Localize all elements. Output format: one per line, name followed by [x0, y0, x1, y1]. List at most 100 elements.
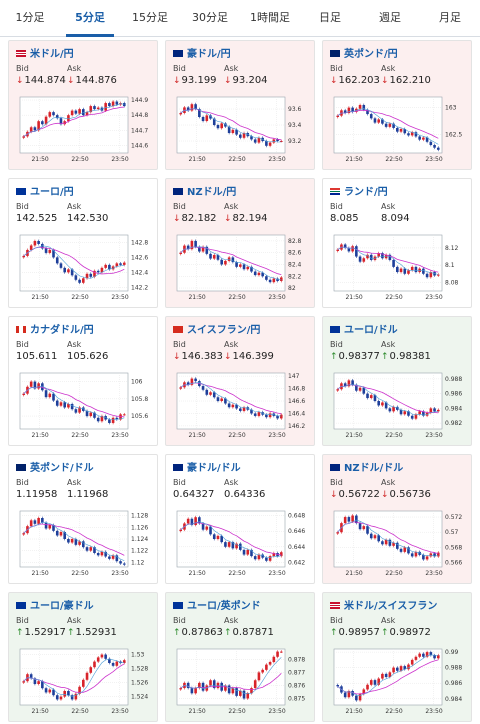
bid-price: 144.874 — [24, 75, 66, 86]
rate-card[interactable]: 豪ドル/円 Bid Ask ↓93.199 ↓93.204 93.6 93.4 93.2 21:… — [165, 40, 315, 170]
pair-title[interactable]: 英ポンド/ドル — [16, 459, 94, 474]
y-tick-label: 0.642 — [288, 559, 305, 566]
pair-title[interactable]: NZドル/円 — [173, 183, 236, 198]
price-chart[interactable]: 0.878 0.877 0.876 0.875 21:50 22:50 23:50 — [173, 646, 309, 718]
tab-monthly[interactable]: 月足 — [439, 11, 461, 24]
price-chart[interactable]: 163 162.5 21:50 22:50 23:50 — [330, 94, 466, 166]
pair-name[interactable]: スイスフラン/円 — [187, 325, 261, 336]
candle-body — [235, 129, 238, 135]
candle-body — [377, 401, 380, 406]
pair-title[interactable]: スイスフラン/円 — [173, 321, 260, 336]
price-chart[interactable]: 0.648 0.646 0.644 0.642 21:50 22:50 23:50 — [173, 508, 309, 580]
tab-daily[interactable]: 日足 — [319, 11, 341, 24]
pair-title[interactable]: 豪ドル/円 — [173, 45, 231, 60]
price-chart[interactable]: 0.99 0.988 0.986 0.984 21:50 22:50 23:50 — [330, 646, 466, 718]
pair-name[interactable]: 豪ドル/ドル — [187, 463, 241, 474]
rate-card[interactable]: 英ポンド/ドル Bid Ask 1.11958 1.11968 1.128 1.126 1.1… — [8, 454, 158, 584]
candle-body — [253, 556, 257, 560]
pair-title[interactable]: 米ドル/円 — [16, 45, 74, 60]
rate-card[interactable]: ユーロ/豪ドル Bid Ask ↑1.52917 ↑1.52931 1.53 1.528 1.… — [8, 592, 158, 722]
price-chart[interactable]: 144.9 144.8 144.7 144.6 21:50 22:50 23:50 — [16, 94, 152, 166]
candle-body — [224, 685, 227, 691]
price-chart[interactable]: 142.8 142.6 142.4 142.2 21:50 22:50 23:50 — [16, 232, 152, 304]
rate-card[interactable]: ユーロ/ドル Bid Ask ↑0.98377 ↑0.98381 0.988 0.986 0.… — [322, 316, 472, 446]
pair-name[interactable]: 米ドル/円 — [30, 49, 74, 60]
pair-title[interactable]: ユーロ/ドル — [330, 321, 398, 336]
pair-title[interactable]: ユーロ/豪ドル — [16, 597, 94, 612]
y-tick-label: 1.122 — [131, 548, 148, 555]
pair-title[interactable]: NZドル/ドル — [330, 459, 403, 474]
x-tick-label: 23:50 — [268, 708, 285, 715]
rate-card[interactable]: 英ポンド/円 Bid Ask ↓162.203 ↓162.210 163 162.5 21:5… — [322, 40, 472, 170]
y-tick-label: 0.877 — [288, 669, 305, 676]
candle-body — [433, 408, 436, 412]
bid-label: Bid — [330, 202, 343, 211]
tab-1min[interactable]: 1分足 — [15, 11, 45, 24]
pair-title[interactable]: 豪ドル/ドル — [173, 459, 241, 474]
pair-name[interactable]: NZドル/円 — [187, 187, 237, 198]
price-chart[interactable]: 1.128 1.126 1.124 1.122 1.12 21:50 22:50 23:50 — [16, 508, 152, 580]
price-chart[interactable]: 147 146.8 146.6 146.4 146.2 21:50 22:50 23:50 — [173, 370, 309, 442]
price-chart[interactable]: 106 105.8 105.6 21:50 22:50 23:50 — [16, 370, 152, 442]
tab-30min[interactable]: 30分足 — [192, 11, 228, 24]
bid-price: 82.182 — [181, 213, 217, 224]
rate-card[interactable]: 米ドル/スイスフラン Bid Ask ↑0.98957 ↑0.98972 0.99 0.98… — [322, 592, 472, 722]
pair-name[interactable]: カナダドル/円 — [30, 325, 94, 336]
candle-body — [369, 254, 373, 260]
price-chart[interactable]: 0.988 0.986 0.984 0.982 21:50 22:50 23:50 — [330, 370, 466, 442]
ask-label: Ask — [381, 202, 396, 211]
x-tick-label: 22:50 — [71, 156, 88, 163]
candle-body — [388, 672, 392, 677]
pair-name[interactable]: ユーロ/ドル — [344, 325, 398, 336]
candle-body — [85, 112, 89, 116]
pair-name[interactable]: ユーロ/円 — [30, 187, 74, 198]
tab-weekly[interactable]: 週足 — [379, 11, 401, 24]
candle-body — [227, 126, 231, 133]
price-chart[interactable]: 8.12 8.1 8.08 21:50 22:50 23:50 — [330, 232, 466, 304]
price-chart[interactable]: 1.53 1.528 1.526 1.524 21:50 22:50 23:50 — [16, 646, 152, 718]
candlestick-chart: 0.99 0.988 0.986 0.984 21:50 22:50 23:50 — [333, 648, 462, 715]
pair-name[interactable]: ユーロ/英ポンド — [187, 601, 261, 612]
price-chart[interactable]: 82.8 82.6 82.4 82.2 82 21:50 22:50 23:50 — [173, 232, 309, 304]
tab-15min[interactable]: 15分足 — [132, 11, 168, 24]
candle-body — [194, 104, 197, 109]
y-tick-label: 147 — [288, 373, 300, 380]
pair-name[interactable]: ユーロ/豪ドル — [30, 601, 94, 612]
pair-title[interactable]: 米ドル/スイスフラン — [330, 597, 437, 612]
pair-name[interactable]: NZドル/ドル — [344, 463, 404, 474]
candle-body — [242, 407, 246, 411]
rate-card[interactable]: カナダドル/円 Bid Ask 105.611 105.626 106 105.8 105.6… — [8, 316, 158, 446]
rate-card[interactable]: 米ドル/円 Bid Ask ↓144.874 ↓144.876 144.9 144.8 144… — [8, 40, 158, 170]
pair-name[interactable]: ランド/円 — [344, 187, 388, 198]
price-chart[interactable]: 0.572 0.57 0.568 0.566 21:50 22:50 23:50 — [330, 508, 466, 580]
rate-card[interactable]: NZドル/円 Bid Ask ↓82.182 ↓82.194 82.8 82.6 82.4 82… — [165, 178, 315, 308]
chart-frame — [333, 510, 443, 568]
pair-name[interactable]: 米ドル/スイスフラン — [344, 601, 438, 612]
candle-body — [231, 129, 235, 133]
ask-label: Ask — [224, 340, 239, 349]
pair-name[interactable]: 英ポンド/円 — [344, 49, 398, 60]
y-tick-label: 105.8 — [131, 396, 148, 403]
tab-1hour[interactable]: 1時間足 — [250, 11, 290, 24]
price-chart[interactable]: 93.6 93.4 93.2 21:50 22:50 23:50 — [173, 94, 309, 166]
candle-body — [33, 240, 37, 246]
y-tick-label: 82.4 — [288, 261, 302, 268]
pair-title[interactable]: ランド/円 — [330, 183, 388, 198]
rate-card[interactable]: ユーロ/円 Bid Ask 142.525 142.530 142.8 142.6 142.4… — [8, 178, 158, 308]
pair-title[interactable]: カナダドル/円 — [16, 321, 94, 336]
pair-title[interactable]: 英ポンド/円 — [330, 45, 398, 60]
rate-card[interactable]: スイスフラン/円 Bid Ask ↓146.383 ↓146.399 147 146.8 14… — [165, 316, 315, 446]
pair-name[interactable]: 豪ドル/円 — [187, 49, 231, 60]
pair-name[interactable]: 英ポンド/ドル — [30, 463, 94, 474]
rate-card[interactable]: 豪ドル/ドル Bid Ask 0.64327 0.64336 0.648 0.646 0.64… — [165, 454, 315, 584]
candle-body — [268, 142, 272, 146]
tab-5min[interactable]: 5分足 — [60, 0, 120, 37]
ch-flag — [173, 326, 183, 333]
pair-title[interactable]: ユーロ/円 — [16, 183, 74, 198]
candle-body — [268, 662, 272, 665]
rate-card[interactable]: ユーロ/英ポンド Bid Ask ↑0.87863 ↑0.87871 0.878 0.877… — [165, 592, 315, 722]
rate-card[interactable]: NZドル/ドル Bid Ask ↓0.56722 ↓0.56736 0.572 0.57 0.… — [322, 454, 472, 584]
pair-title[interactable]: ユーロ/英ポンド — [173, 597, 261, 612]
rate-card[interactable]: ランド/円 Bid Ask 8.085 8.094 8.12 8.1 8.08 21:50 22:… — [322, 178, 472, 308]
ask-label: Ask — [381, 64, 396, 73]
